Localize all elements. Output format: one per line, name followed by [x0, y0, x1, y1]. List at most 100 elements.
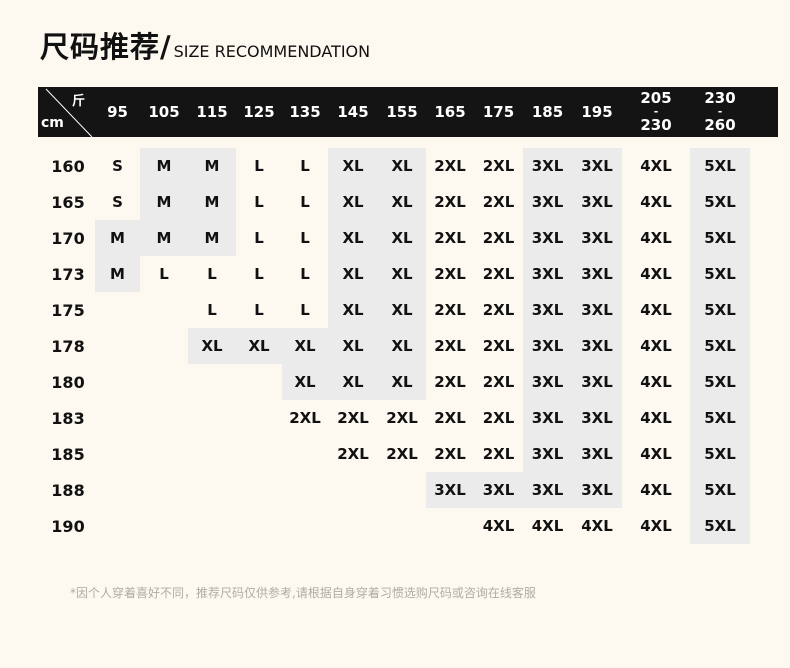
size-cell: 4XL — [531, 517, 564, 535]
size-cell: M — [140, 184, 188, 220]
weight-column-header: 155 — [386, 87, 417, 137]
size-cell: 5XL — [690, 400, 750, 436]
size-cell: 4XL — [640, 517, 672, 535]
weight-header-text: 115 — [196, 102, 228, 121]
size-cell — [95, 436, 140, 472]
size-cell: 3XL — [523, 220, 572, 256]
size-cell: XL — [378, 184, 426, 220]
size-cell — [328, 472, 378, 508]
size-cell: L — [207, 301, 217, 319]
size-cell: 2XL — [434, 193, 466, 211]
weight-column-header: 165 — [434, 87, 465, 137]
size-cell — [140, 328, 188, 364]
size-cell: 4XL — [640, 445, 672, 463]
size-cell: 4XL — [640, 373, 672, 391]
size-cell: 2XL — [482, 409, 515, 427]
title-english: SIZE RECOMMENDATION — [173, 42, 371, 61]
size-cell: L — [254, 193, 264, 211]
weight-header-text: 95 — [107, 102, 128, 121]
size-cell: 2XL — [434, 409, 466, 427]
height-row-label: 180 — [51, 372, 85, 392]
size-cell — [236, 508, 282, 544]
size-cell: 3XL — [474, 472, 523, 508]
height-row-label: 183 — [51, 408, 85, 428]
size-cell: XL — [236, 328, 282, 364]
size-cell: XL — [328, 292, 378, 328]
size-cell — [328, 508, 378, 544]
size-cell: M — [188, 148, 236, 184]
size-cell: S — [112, 193, 123, 211]
size-cell: 2XL — [386, 409, 418, 427]
size-cell: L — [300, 265, 310, 283]
size-cell: XL — [378, 148, 426, 184]
size-cell: 3XL — [523, 364, 572, 400]
size-cell — [378, 508, 426, 544]
size-cell: L — [300, 157, 310, 175]
size-cell: 3XL — [426, 472, 474, 508]
size-cell: M — [140, 148, 188, 184]
size-cell: L — [300, 193, 310, 211]
size-cell: 5XL — [690, 364, 750, 400]
size-cell: 2XL — [386, 445, 418, 463]
weight-column-header: 105 — [148, 87, 179, 137]
size-cell — [95, 292, 140, 328]
size-cell: XL — [188, 328, 236, 364]
weight-column-header: 175 — [483, 87, 514, 137]
weight-header-text: 260 — [704, 116, 736, 134]
size-cell: 2XL — [434, 157, 466, 175]
size-cell: XL — [328, 364, 378, 400]
size-cell: 5XL — [690, 184, 750, 220]
size-cell: XL — [378, 256, 426, 292]
size-cell — [188, 364, 236, 400]
height-row-label: 175 — [51, 300, 85, 320]
size-cell — [282, 508, 328, 544]
weight-column-header: 205-230 — [640, 87, 671, 137]
weight-header-text: 230 — [704, 89, 736, 107]
size-cell: XL — [328, 220, 378, 256]
size-cell: L — [159, 265, 169, 283]
size-cell — [95, 508, 140, 544]
size-cell: L — [300, 301, 310, 319]
size-cell: 3XL — [572, 292, 622, 328]
size-cell: 2XL — [482, 193, 515, 211]
height-row-label: 173 — [51, 264, 85, 284]
size-cell: 5XL — [690, 508, 750, 544]
weight-column-header: 230-260 — [704, 87, 735, 137]
size-cell: XL — [328, 328, 378, 364]
size-cell: L — [254, 229, 264, 247]
weight-column-header: 95 — [107, 87, 128, 137]
title-chinese: 尺码推荐/ — [40, 30, 172, 64]
size-cell: 4XL — [640, 157, 672, 175]
size-cell: 3XL — [572, 364, 622, 400]
weight-column-header: 195 — [581, 87, 612, 137]
size-cell — [236, 472, 282, 508]
height-row-label: 190 — [51, 516, 85, 536]
size-cell: 4XL — [640, 409, 672, 427]
size-cell — [140, 436, 188, 472]
size-cell: 4XL — [640, 481, 672, 499]
size-cell: 2XL — [434, 301, 466, 319]
size-cell: 4XL — [640, 301, 672, 319]
size-cell — [378, 472, 426, 508]
size-cell: 3XL — [523, 400, 572, 436]
size-cell: 2XL — [337, 445, 369, 463]
size-cell — [236, 400, 282, 436]
size-cell: 2XL — [482, 373, 515, 391]
size-cell — [95, 364, 140, 400]
height-row-label: 165 — [51, 192, 85, 212]
size-cell: 2XL — [482, 157, 515, 175]
size-cell: L — [300, 229, 310, 247]
size-cell: 2XL — [434, 445, 466, 463]
page-title: 尺码推荐/ SIZE RECOMMENDATION — [40, 24, 370, 66]
weight-header-text: 145 — [337, 102, 369, 121]
size-cell — [188, 400, 236, 436]
size-cell — [95, 472, 140, 508]
size-cell: 4XL — [482, 517, 515, 535]
size-cell: M — [188, 220, 236, 256]
size-cell: 2XL — [482, 445, 515, 463]
weight-range-dash: - — [653, 105, 659, 118]
size-cell: 3XL — [523, 328, 572, 364]
size-cell — [188, 508, 236, 544]
weight-unit-label: 斤 — [72, 94, 86, 109]
size-cell: 4XL — [640, 193, 672, 211]
